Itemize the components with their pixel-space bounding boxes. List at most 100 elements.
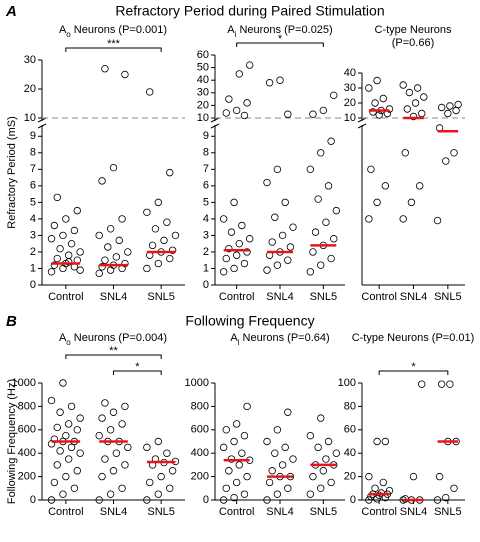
data-point — [222, 254, 230, 263]
data-point — [232, 478, 241, 487]
panel-subtitle: (P=0.66) — [392, 37, 435, 49]
axis-break — [210, 117, 220, 123]
data-point — [437, 103, 446, 112]
data-point — [171, 231, 180, 240]
title-part: Neurons (P=0.64) — [239, 332, 329, 344]
data-point — [76, 248, 84, 256]
y-tick-label: 20 — [24, 83, 36, 95]
axis-break — [37, 123, 47, 129]
data-point — [369, 108, 377, 116]
data-point — [115, 236, 123, 245]
data-point — [450, 484, 458, 492]
data-point — [371, 99, 379, 107]
y-tick-label: 200 — [191, 471, 209, 483]
panel-title: Ai Neurons (P=0.025) — [227, 24, 332, 39]
data-point — [118, 215, 126, 223]
x-tick-label: SNL5 — [434, 291, 462, 303]
x-tick-label: Control — [219, 506, 254, 518]
data-point — [53, 193, 61, 202]
data-point — [385, 105, 394, 113]
data-point — [442, 157, 450, 165]
data-point — [245, 235, 254, 243]
section-title: Following Frequency — [185, 313, 314, 329]
data-point — [319, 467, 328, 475]
axis-break — [357, 123, 367, 129]
data-point — [53, 254, 61, 263]
data-point — [284, 256, 292, 264]
data-point — [50, 221, 59, 230]
data-point — [50, 478, 59, 487]
data-point — [166, 168, 174, 177]
data-point — [405, 88, 414, 97]
y-tick-label: 80 — [344, 400, 356, 412]
y-tick-label: 10 — [24, 112, 36, 124]
data-point — [273, 165, 282, 174]
y-tick-label: 3 — [203, 229, 209, 241]
data-point — [225, 95, 233, 103]
data-point — [365, 472, 373, 481]
data-point — [98, 472, 106, 481]
data-point — [101, 455, 109, 463]
data-point — [70, 484, 79, 492]
x-tick-label: SNL5 — [147, 506, 175, 518]
data-point — [225, 244, 233, 253]
data-point — [265, 79, 274, 87]
data-point — [263, 266, 271, 274]
significance-label: * — [411, 361, 416, 373]
data-point — [56, 447, 64, 455]
data-point — [379, 478, 387, 487]
data-point — [95, 496, 103, 504]
data-point — [67, 239, 76, 248]
data-point — [327, 478, 335, 487]
y-tick-label: 0 — [203, 494, 209, 506]
y-tick-label: 400 — [18, 447, 36, 459]
data-point — [327, 137, 335, 145]
data-point — [433, 216, 442, 225]
data-point — [232, 106, 241, 115]
y-tick-label: 0 — [350, 494, 356, 506]
data-point — [314, 195, 322, 203]
data-point — [230, 198, 238, 207]
data-point — [227, 228, 236, 236]
data-point — [56, 244, 64, 253]
data-point — [281, 443, 289, 452]
y-tick-label: 600 — [18, 424, 36, 436]
data-point — [95, 431, 103, 440]
section-label: A — [5, 3, 17, 20]
data-point — [143, 443, 151, 452]
data-point — [59, 490, 67, 498]
significance-bracket — [65, 354, 162, 359]
y-tick-label: 0 — [30, 279, 36, 291]
data-point — [143, 496, 151, 504]
y-tick-label: 8 — [203, 147, 209, 159]
data-point — [454, 100, 462, 109]
data-point — [168, 246, 177, 254]
data-point — [160, 236, 168, 245]
data-point — [225, 467, 233, 475]
data-point — [59, 379, 67, 387]
y-tick-label: 30 — [344, 82, 356, 94]
data-point — [411, 99, 420, 107]
data-point — [373, 437, 381, 446]
data-point — [166, 484, 174, 492]
y-axis-label: Refractory Period (mS) — [6, 116, 18, 228]
axis-break — [357, 117, 367, 123]
y-tick-label: 10 — [197, 112, 209, 124]
data-point — [73, 426, 81, 434]
data-point — [76, 449, 84, 457]
data-point — [47, 396, 56, 405]
data-point — [235, 70, 243, 78]
y-tick-label: 1000 — [12, 377, 36, 389]
data-point — [109, 467, 118, 475]
data-point — [146, 478, 154, 487]
data-point — [409, 472, 418, 481]
y-tick-label: 40 — [344, 67, 356, 79]
data-point — [286, 243, 295, 251]
data-point — [154, 490, 163, 498]
data-point — [263, 496, 271, 504]
significance-bracket — [65, 47, 162, 52]
data-point — [112, 449, 121, 457]
y-tick-label: 4 — [30, 213, 36, 225]
data-point — [322, 455, 330, 463]
